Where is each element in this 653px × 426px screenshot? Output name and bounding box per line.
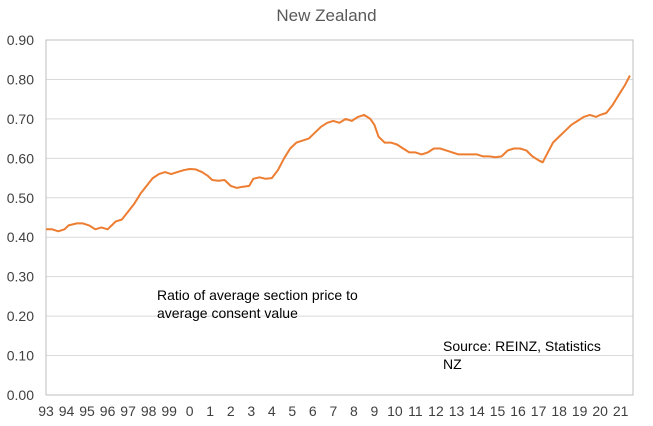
x-tick-label: 16 (510, 403, 526, 419)
chart-title: New Zealand (276, 6, 377, 25)
x-tick-label: 97 (120, 403, 136, 419)
x-tick-label: 9 (370, 403, 378, 419)
x-tick-label: 13 (449, 403, 465, 419)
x-tick-label: 1 (206, 403, 214, 419)
x-tick-label: 6 (309, 403, 317, 419)
x-tick-label: 21 (613, 403, 629, 419)
x-tick-label: 0 (186, 403, 194, 419)
x-tick-label: 20 (592, 403, 608, 419)
x-tick-label: 18 (551, 403, 567, 419)
x-tick-label: 7 (329, 403, 337, 419)
x-tick-label: 14 (469, 403, 485, 419)
source-annotation-line2: NZ (443, 356, 462, 372)
x-tick-label: 10 (387, 403, 403, 419)
y-tick-label: 0.90 (7, 32, 34, 48)
ratio-annotation-line1: Ratio of average section price to (157, 287, 358, 303)
y-tick-label: 0.50 (7, 190, 34, 206)
x-tick-label: 94 (59, 403, 75, 419)
x-tick-label: 98 (141, 403, 157, 419)
plot-frame (45, 39, 634, 396)
y-tick-label: 0.30 (7, 269, 34, 285)
y-tick-label: 0.20 (7, 308, 34, 324)
x-tick-label: 2 (227, 403, 235, 419)
x-tick-label: 12 (428, 403, 444, 419)
x-tick-label: 8 (350, 403, 358, 419)
y-tick-label: 0.10 (7, 348, 34, 364)
x-tick-label: 96 (100, 403, 116, 419)
series-line (46, 75, 631, 233)
x-tick-label: 93 (38, 403, 54, 419)
source-annotation: Source: REINZ, Statistics NZ (443, 337, 623, 373)
y-tick-label: 0.70 (7, 111, 34, 127)
y-tick-label: 0.00 (7, 387, 34, 403)
x-tick-label: 4 (268, 403, 276, 419)
x-tick-label: 95 (79, 403, 95, 419)
x-tick-label: 19 (572, 403, 588, 419)
x-tick-label: 5 (288, 403, 296, 419)
x-tick-label: 15 (490, 403, 506, 419)
y-tick-label: 0.40 (7, 229, 34, 245)
x-tick-label: 17 (531, 403, 547, 419)
y-tick-label: 0.80 (7, 71, 34, 87)
source-annotation-line1: Source: REINZ, Statistics (443, 338, 601, 354)
x-tick-label: 11 (408, 403, 423, 419)
ratio-annotation: Ratio of average section price to averag… (157, 286, 387, 322)
ratio-annotation-line2: average consent value (157, 305, 298, 321)
x-tick-label: 99 (161, 403, 177, 419)
x-tick-label: 3 (247, 403, 255, 419)
y-tick-label: 0.60 (7, 150, 34, 166)
